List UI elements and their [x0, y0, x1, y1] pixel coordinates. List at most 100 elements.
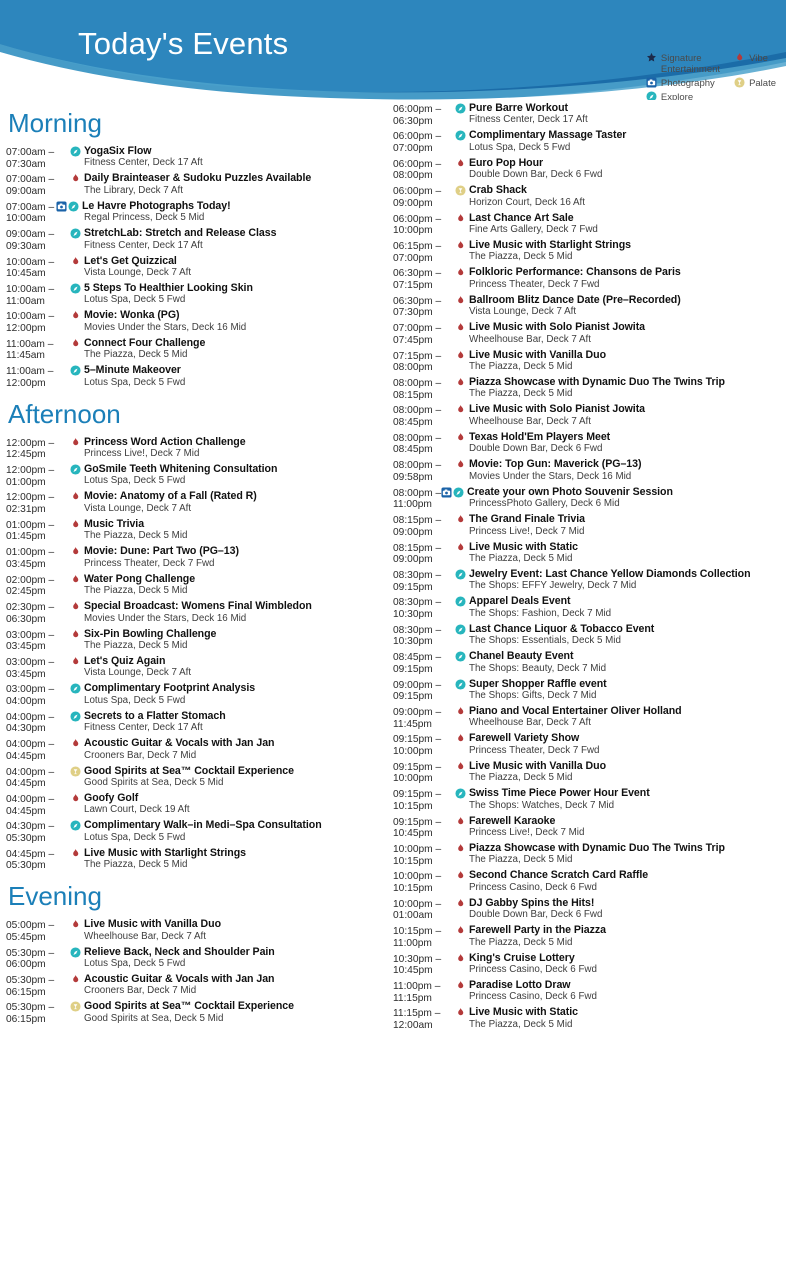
event-row[interactable]: 08:30pm – 10:30pm Apparel Deals Event The …: [393, 595, 782, 621]
event-title: Piazza Showcase with Dynamic Duo The Twi…: [469, 841, 725, 854]
event-row[interactable]: 02:00pm – 02:45pm Water Pong Challenge The…: [6, 573, 389, 599]
event-row[interactable]: 12:00pm – 02:31pm Movie: Anatomy of a Fal…: [6, 490, 389, 516]
event-title: Water Pong Challenge: [84, 572, 196, 585]
event-row[interactable]: 01:00pm – 01:45pm Music Trivia The Piazza,…: [6, 518, 389, 544]
event-location: The Shops: Essentials, Deck 5 Mid: [469, 635, 621, 647]
event-row[interactable]: 03:00pm – 03:45pm Let's Quiz Again Vista L…: [6, 655, 389, 681]
event-category-icons: [455, 403, 466, 415]
event-row[interactable]: 06:00pm – 06:30pm Pure Barre Workout Fitne…: [393, 102, 782, 128]
event-body: Super Shopper Raffle event The Shops: Gif…: [455, 678, 782, 704]
event-row[interactable]: 03:00pm – 04:00pm Complimentary Footprint…: [6, 682, 389, 708]
event-location: PrincessPhoto Gallery, Deck 6 Mid: [469, 498, 620, 510]
flame-icon: [70, 656, 81, 667]
event-row[interactable]: 08:15pm – 09:00pm The Grand Finale Trivia…: [393, 513, 782, 539]
event-row[interactable]: 12:00pm – 12:45pm Princess Word Action Ch…: [6, 436, 389, 462]
event-category-icons: [70, 819, 81, 831]
event-title: Live Music with Vanilla Duo: [469, 759, 606, 772]
flame-icon: [455, 542, 466, 553]
event-row[interactable]: 07:00am – 10:00am Le Havre Photographs To…: [6, 200, 389, 226]
event-title-row: Live Music with Solo Pianist Jowita: [455, 403, 782, 415]
event-body: Live Music with Vanilla Duo The Piazza, D…: [455, 760, 782, 786]
event-title-row: Le Havre Photographs Today!: [56, 200, 389, 212]
event-row[interactable]: 09:15pm – 10:15pm Swiss Time Piece Power …: [393, 787, 782, 813]
event-row[interactable]: 10:00pm – 10:15pm Piazza Showcase with Dy…: [393, 842, 782, 868]
event-row[interactable]: 09:15pm – 10:00pm Live Music with Vanilla…: [393, 760, 782, 786]
event-location: The Piazza, Deck 5 Mid: [469, 772, 573, 784]
event-row[interactable]: 10:15pm – 11:00pm Farewell Party in the P…: [393, 924, 782, 950]
event-row[interactable]: 10:00am – 11:00am 5 Steps To Healthier Lo…: [6, 282, 389, 308]
event-row[interactable]: 08:00pm – 08:45pm Live Music with Solo Pi…: [393, 403, 782, 429]
event-row[interactable]: 02:30pm – 06:30pm Special Broadcast: Wome…: [6, 600, 389, 626]
event-row[interactable]: 10:00pm – 10:15pm Second Chance Scratch C…: [393, 869, 782, 895]
event-row[interactable]: 08:45pm – 09:15pm Chanel Beauty Event The …: [393, 650, 782, 676]
event-row[interactable]: 04:00pm – 04:45pm Acoustic Guitar & Vocal…: [6, 737, 389, 763]
event-row[interactable]: 06:00pm – 07:00pm Complimentary Massage T…: [393, 129, 782, 155]
flame-icon: [455, 980, 466, 991]
explore-icon: [455, 103, 466, 114]
event-row[interactable]: 05:30pm – 06:15pm Acoustic Guitar & Vocal…: [6, 973, 389, 999]
event-row[interactable]: 09:15pm – 10:00pm Farewell Variety Show Pr…: [393, 732, 782, 758]
event-row[interactable]: 05:00pm – 05:45pm Live Music with Vanilla…: [6, 918, 389, 944]
event-row[interactable]: 05:30pm – 06:15pm Good Spirits at Sea™ Co…: [6, 1000, 389, 1026]
event-time: 10:00am – 12:00pm: [6, 311, 55, 335]
event-time: 07:00am – 09:00am: [6, 174, 55, 197]
event-row[interactable]: 10:00pm – 01:00am DJ Gabby Spins the Hits…: [393, 897, 782, 923]
event-row[interactable]: 06:30pm – 07:15pm Folkloric Performance: …: [393, 266, 782, 292]
event-location: The Piazza, Deck 5 Mid: [469, 361, 573, 373]
event-category-icons: [455, 212, 466, 224]
event-row[interactable]: 10:00am – 10:45am Let's Get Quizzical Vist…: [6, 255, 389, 281]
event-row[interactable]: 11:00am – 12:00pm 5–Minute Makeover Lotus …: [6, 364, 389, 390]
event-row[interactable]: 06:00pm – 10:00pm Last Chance Art Sale Fin…: [393, 212, 782, 238]
event-row[interactable]: 04:45pm – 05:30pm Live Music with Starlig…: [6, 847, 389, 873]
event-row[interactable]: 05:30pm – 06:00pm Relieve Back, Neck and …: [6, 946, 389, 972]
event-row[interactable]: 11:00am – 11:45am Connect Four Challenge T…: [6, 337, 389, 363]
event-row[interactable]: 09:15pm – 10:45pm Farewell Karaoke Princes…: [393, 815, 782, 841]
event-row[interactable]: 11:15pm – 12:00am Live Music with Static T…: [393, 1006, 782, 1032]
event-row[interactable]: 03:00pm – 03:45pm Six-Pin Bowling Challen…: [6, 628, 389, 654]
event-category-icons: [70, 1000, 81, 1012]
event-row[interactable]: 07:00am – 09:00am Daily Brainteaser & Sud…: [6, 172, 389, 198]
event-location: Lotus Spa, Deck 5 Fwd: [84, 376, 186, 388]
event-row[interactable]: 08:30pm – 10:30pm Last Chance Liquor & To…: [393, 623, 782, 649]
event-row[interactable]: 06:00pm – 08:00pm Euro Pop Hour Double Dow…: [393, 157, 782, 183]
event-row[interactable]: 07:00pm – 07:45pm Live Music with Solo Pi…: [393, 321, 782, 347]
event-row[interactable]: 06:00pm – 09:00pm Crab Shack Horizon Court…: [393, 184, 782, 210]
event-body: Live Music with Vanilla Duo Wheelhouse Ba…: [70, 918, 389, 944]
event-row[interactable]: 07:00am – 07:30am YogaSix Flow Fitness Cen…: [6, 145, 389, 171]
event-row[interactable]: 09:00pm – 09:15pm Super Shopper Raffle ev…: [393, 678, 782, 704]
event-time: 11:00pm – 11:15pm: [393, 981, 441, 1004]
event-row[interactable]: 12:00pm – 01:00pm GoSmile Teeth Whitening…: [6, 463, 389, 489]
event-row[interactable]: 10:30pm – 10:45pm King's Cruise Lottery Pr…: [393, 952, 782, 978]
event-row[interactable]: 08:00pm – 08:45pm Texas Hold'Em Players M…: [393, 431, 782, 457]
event-location: Movies Under the Stars, Deck 16 Mid: [469, 470, 632, 482]
event-row[interactable]: 11:00pm – 11:15pm Paradise Lotto Draw Prin…: [393, 979, 782, 1005]
event-location: The Piazza, Deck 5 Mid: [469, 936, 573, 948]
event-row[interactable]: 08:15pm – 09:00pm Live Music with Static T…: [393, 541, 782, 567]
event-title-row: Six-Pin Bowling Challenge: [70, 628, 389, 640]
flame-icon: [455, 953, 466, 964]
event-time: 05:30pm – 06:15pm: [6, 1002, 55, 1025]
event-row[interactable]: 08:00pm – 08:15pm Piazza Showcase with Dy…: [393, 376, 782, 402]
event-row[interactable]: 06:15pm – 07:00pm Live Music with Starlig…: [393, 239, 782, 265]
event-row[interactable]: 09:00pm – 11:45pm Piano and Vocal Enterta…: [393, 705, 782, 731]
event-row[interactable]: 06:30pm – 07:30pm Ballroom Blitz Dance Da…: [393, 294, 782, 320]
event-row[interactable]: 08:00pm – 11:00pm Create your own Photo S…: [393, 486, 782, 512]
flame-icon: [70, 519, 81, 530]
event-row[interactable]: 04:00pm – 04:45pm Goofy Golf Lawn Court, D…: [6, 792, 389, 818]
event-body: Complimentary Walk–in Medi–Spa Consultat…: [70, 819, 389, 845]
event-row[interactable]: 09:00am – 09:30am StretchLab: Stretch and…: [6, 227, 389, 253]
event-location: Princess Theater, Deck 7 Fwd: [469, 744, 600, 756]
event-row[interactable]: 04:30pm – 05:30pm Complimentary Walk–in M…: [6, 819, 389, 845]
flame-icon: [455, 816, 466, 827]
event-row[interactable]: 04:00pm – 04:30pm Secrets to a Flatter St…: [6, 710, 389, 736]
event-row[interactable]: 08:30pm – 09:15pm Jewelry Event: Last Cha…: [393, 568, 782, 594]
event-row[interactable]: 08:00pm – 09:58pm Movie: Top Gun: Maveric…: [393, 458, 782, 484]
event-row[interactable]: 10:00am – 12:00pm Movie: Wonka (PG) Movies…: [6, 309, 389, 335]
event-row[interactable]: 01:00pm – 03:45pm Movie: Dune: Part Two (…: [6, 545, 389, 571]
event-title-row: Water Pong Challenge: [70, 573, 389, 585]
event-category-icons: [70, 792, 81, 804]
event-row[interactable]: 07:15pm – 08:00pm Live Music with Vanilla…: [393, 349, 782, 375]
event-category-icons: [455, 129, 466, 141]
legend-label: Vibe: [749, 53, 768, 64]
event-row[interactable]: 04:00pm – 04:45pm Good Spirits at Sea™ Co…: [6, 765, 389, 791]
